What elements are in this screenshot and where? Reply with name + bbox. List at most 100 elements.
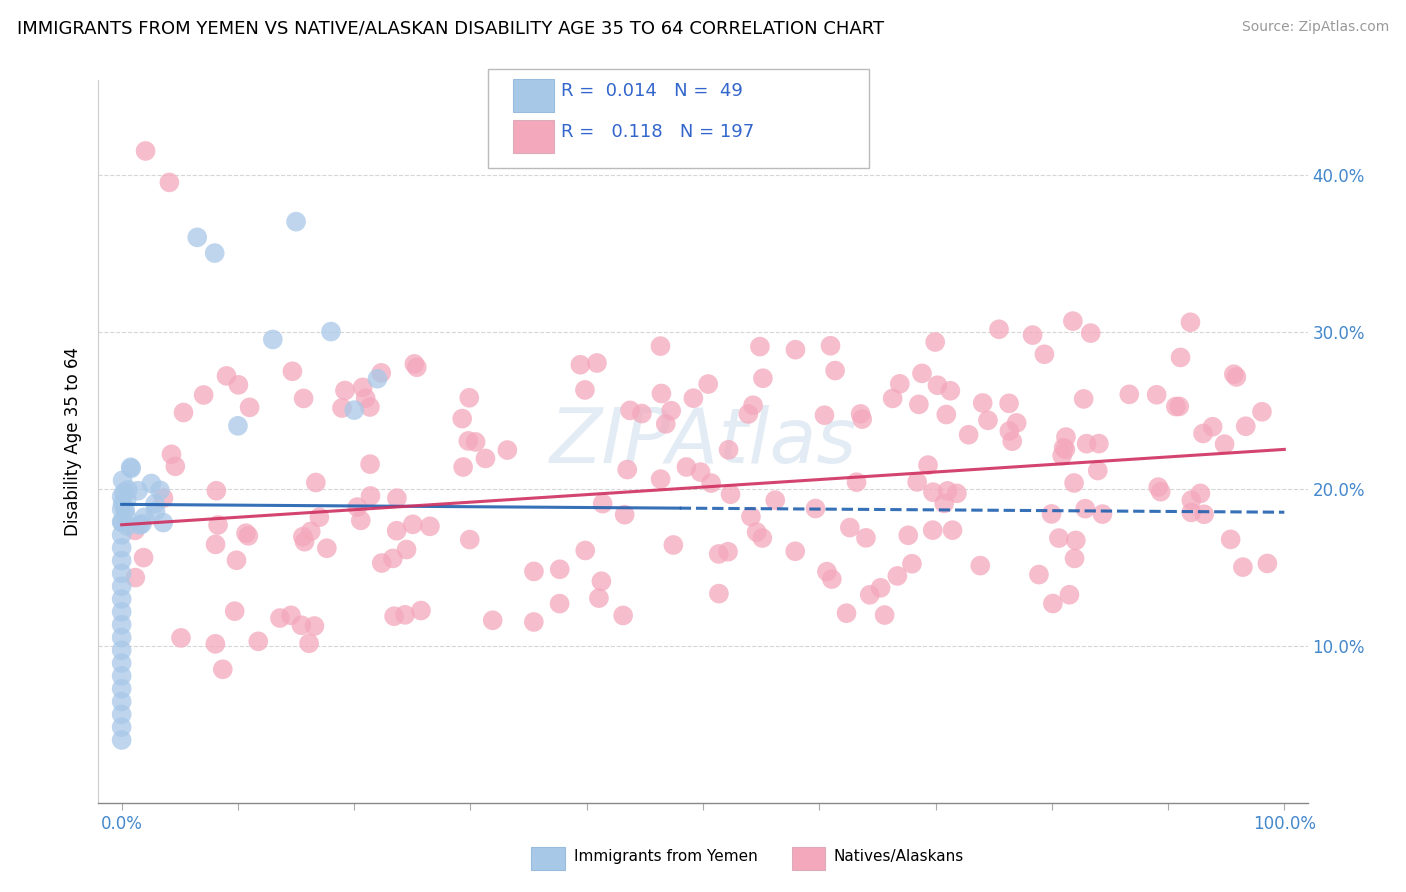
Point: [111, 497, 134, 511]
Point: [111, 681, 134, 696]
Point: [124, 524, 146, 538]
Point: [835, 606, 858, 620]
Point: [946, 486, 969, 500]
Point: [927, 378, 949, 392]
Point: [998, 396, 1021, 410]
Point: [405, 360, 427, 375]
Point: [957, 427, 980, 442]
Point: [111, 515, 134, 529]
Point: [717, 442, 740, 457]
Point: [1201, 419, 1223, 434]
Point: [588, 591, 610, 606]
Point: [111, 528, 134, 542]
Point: [845, 475, 868, 490]
Point: [205, 483, 228, 498]
Point: [292, 392, 315, 406]
Point: [280, 608, 302, 623]
Point: [1213, 437, 1236, 451]
Point: [804, 501, 827, 516]
Point: [523, 615, 546, 629]
Point: [224, 604, 246, 618]
Point: [215, 368, 238, 383]
Point: [574, 543, 596, 558]
Point: [111, 515, 134, 529]
Point: [315, 541, 337, 556]
Point: [1180, 493, 1202, 508]
Y-axis label: Disability Age 35 to 64: Disability Age 35 to 64: [65, 347, 83, 536]
Point: [112, 485, 135, 500]
Point: [111, 733, 134, 747]
Point: [458, 533, 481, 547]
Text: Natives/Alaskans: Natives/Alaskans: [834, 849, 965, 863]
Point: [141, 476, 163, 491]
Point: [650, 339, 672, 353]
Point: [134, 510, 156, 524]
Point: [548, 562, 571, 576]
Point: [1118, 387, 1140, 401]
Point: [969, 558, 991, 573]
Point: [343, 403, 366, 417]
Text: IMMIGRANTS FROM YEMEN VS NATIVE/ALASKAN DISABILITY AGE 35 TO 64 CORRELATION CHAR: IMMIGRANTS FROM YEMEN VS NATIVE/ALASKAN …: [17, 20, 884, 37]
Point: [1059, 588, 1081, 602]
Point: [464, 434, 486, 449]
Point: [111, 566, 134, 581]
Point: [247, 634, 270, 648]
Point: [304, 619, 326, 633]
Point: [496, 443, 519, 458]
Point: [697, 377, 720, 392]
Point: [748, 340, 770, 354]
Point: [333, 384, 356, 398]
Point: [290, 618, 312, 632]
Point: [419, 519, 441, 533]
Point: [346, 500, 368, 514]
Point: [1001, 434, 1024, 449]
Point: [359, 400, 381, 414]
Point: [972, 396, 994, 410]
Point: [360, 489, 382, 503]
Point: [882, 392, 904, 406]
Point: [924, 334, 946, 349]
Text: Source: ZipAtlas.com: Source: ZipAtlas.com: [1241, 20, 1389, 34]
Text: R =  0.014   N =  49: R = 0.014 N = 49: [561, 82, 742, 100]
Point: [939, 384, 962, 398]
Point: [1080, 326, 1102, 340]
Point: [742, 398, 765, 412]
Point: [1256, 557, 1278, 571]
Point: [385, 491, 408, 505]
Point: [115, 508, 138, 523]
Point: [591, 574, 613, 589]
Point: [402, 517, 425, 532]
Point: [1054, 442, 1077, 457]
Point: [1232, 560, 1254, 574]
Point: [700, 476, 723, 491]
Point: [451, 411, 474, 425]
Point: [457, 434, 479, 448]
Point: [145, 504, 167, 518]
Point: [111, 592, 134, 607]
Point: [1042, 597, 1064, 611]
Point: [785, 343, 807, 357]
Point: [586, 356, 609, 370]
Point: [592, 497, 614, 511]
Point: [193, 388, 215, 402]
Point: [359, 457, 381, 471]
Point: [824, 363, 846, 377]
Point: [111, 694, 134, 708]
Point: [1062, 314, 1084, 328]
Text: Immigrants from Yemen: Immigrants from Yemen: [574, 849, 758, 863]
Point: [115, 492, 138, 507]
Point: [204, 246, 226, 260]
Point: [370, 366, 392, 380]
Point: [226, 418, 249, 433]
Point: [886, 569, 908, 583]
Point: [111, 631, 134, 645]
Point: [917, 458, 939, 472]
Point: [228, 377, 250, 392]
Point: [740, 509, 762, 524]
Point: [1180, 505, 1202, 519]
Point: [745, 525, 768, 540]
Point: [1021, 328, 1043, 343]
Point: [1028, 567, 1050, 582]
Point: [936, 483, 959, 498]
Point: [630, 407, 652, 421]
